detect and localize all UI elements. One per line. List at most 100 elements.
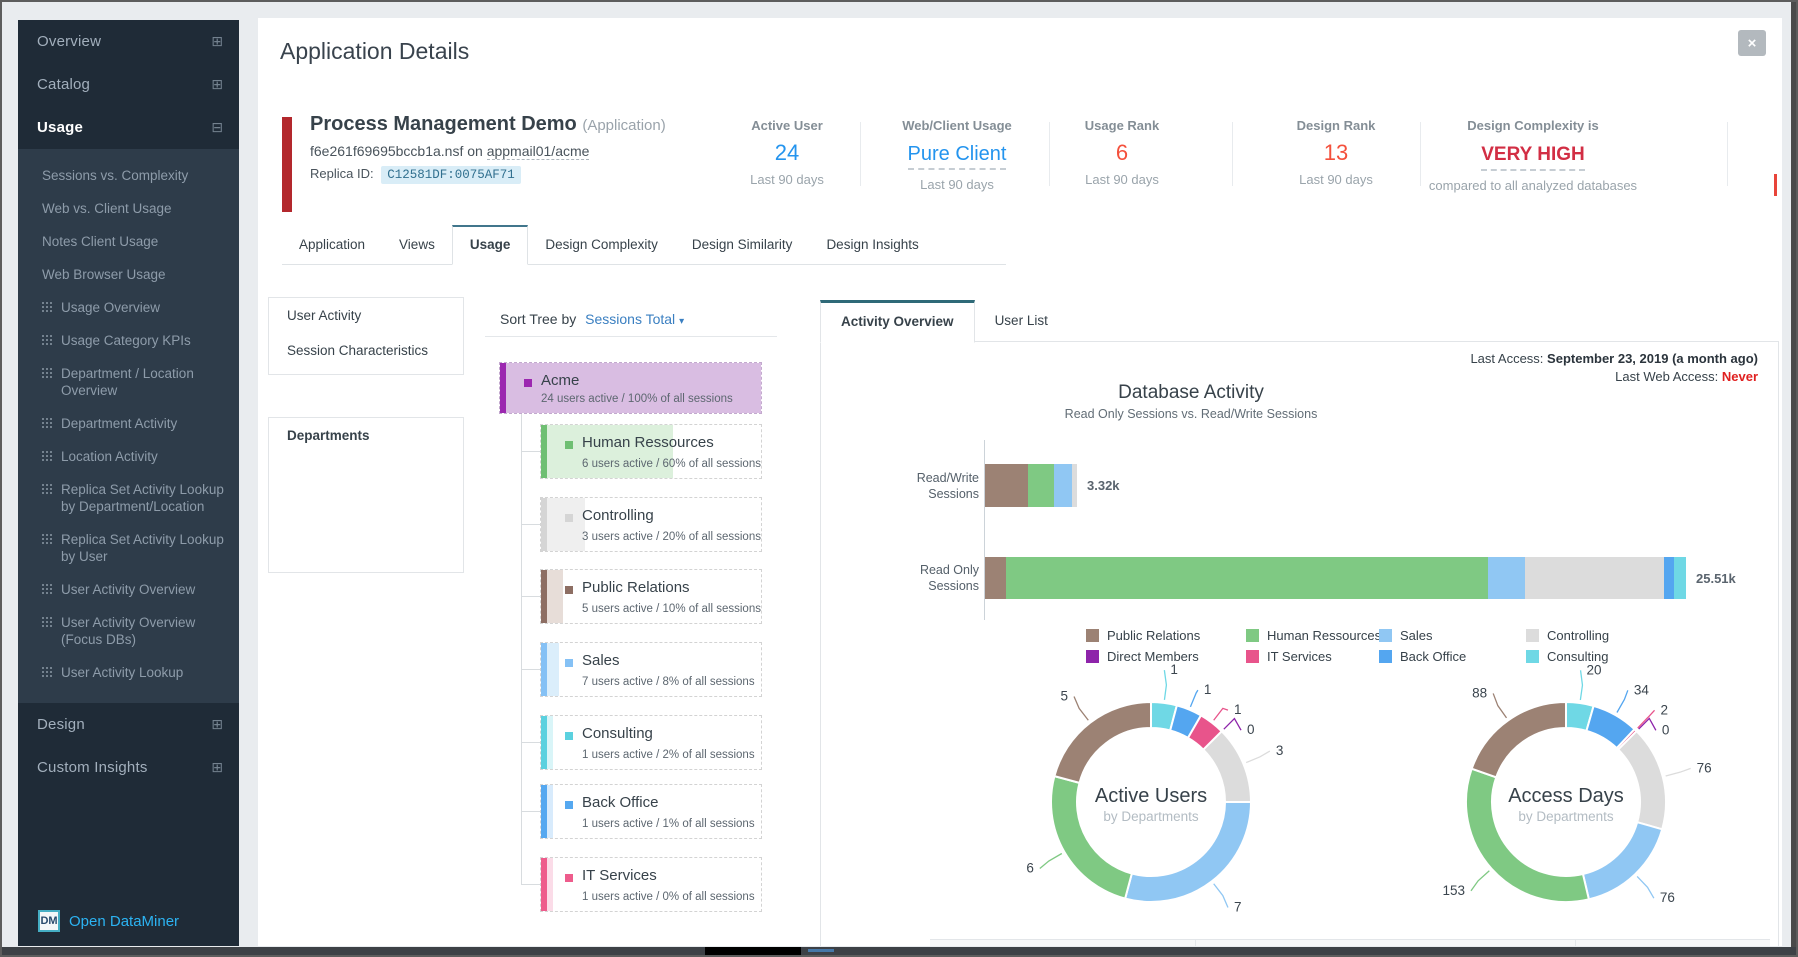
stat-active-user: Active User 24 Last 90 days xyxy=(677,118,897,187)
chart-axis xyxy=(984,440,985,620)
bar-segment-human-ressources[interactable] xyxy=(1028,464,1054,507)
panel-tab-user-list[interactable]: User List xyxy=(994,313,1048,328)
donut-center-title: Active Users xyxy=(1094,785,1208,807)
sidebar-item-user-activity-overview[interactable]: User Activity Overview xyxy=(18,573,239,606)
tree-node-stats: 24 users active / 100% of all sessions xyxy=(541,393,733,405)
tree-node-bar xyxy=(541,858,547,911)
donut-callout-line xyxy=(1163,670,1168,700)
sidebar-item-label: Notes Client Usage xyxy=(42,234,159,249)
legend-item-consulting[interactable]: Consulting xyxy=(1526,646,1609,667)
bullet-square-icon xyxy=(565,586,573,594)
tree-node-bar xyxy=(541,785,547,838)
sort-label: Sort Tree by xyxy=(500,311,577,327)
donut-slice-public-relations[interactable] xyxy=(1053,700,1152,785)
tree-node-bar xyxy=(541,498,547,551)
tab-design-insights[interactable]: Design Insights xyxy=(826,237,919,252)
tab-design-complexity[interactable]: Design Complexity xyxy=(545,237,658,252)
legend-swatch-icon xyxy=(1526,650,1539,663)
stat-value: 24 xyxy=(677,141,897,165)
legend-item-public-relations[interactable]: Public Relations xyxy=(1086,625,1200,646)
dataminer-logo-icon: DM xyxy=(38,910,60,932)
bar-segment-human-ressources[interactable] xyxy=(1006,557,1488,599)
table-header-sliver xyxy=(930,939,1770,946)
stat-value-text[interactable]: Pure Client xyxy=(907,142,1007,170)
tree-node-back-office[interactable]: Back Office 1 users active / 1% of all se… xyxy=(540,784,762,839)
sidebar-item-replica-set-activity-lookup-by-user[interactable]: Replica Set Activity Lookup by User xyxy=(18,523,239,573)
donut-callout-line xyxy=(1492,693,1508,719)
tab-application[interactable]: Application xyxy=(299,237,366,252)
app-server-link[interactable]: appmail01/acme xyxy=(486,143,590,160)
collapse-icon[interactable]: ⊟ xyxy=(211,119,223,135)
bar-segment-controlling[interactable] xyxy=(1072,464,1077,507)
bar-segment-sales[interactable] xyxy=(1054,464,1072,507)
legend-label: Human Ressources xyxy=(1267,628,1382,643)
sidebar-item-replica-set-activity-lookup-by-department-location[interactable]: Replica Set Activity Lookup by Departmen… xyxy=(18,473,239,523)
legend-item-back-office[interactable]: Back Office xyxy=(1379,646,1466,667)
sort-dropdown[interactable]: Sessions Total ▾ xyxy=(585,311,685,327)
sidebar-section-label: Catalog xyxy=(37,76,91,93)
sidebar-item-user-activity-overview-focus-dbs-[interactable]: User Activity Overview (Focus DBs) xyxy=(18,606,239,656)
sidebar-item-location-activity[interactable]: Location Activity xyxy=(18,440,239,473)
bar-segment-controlling[interactable] xyxy=(1525,557,1664,599)
legend-item-it-services[interactable]: IT Services xyxy=(1246,646,1381,667)
expand-icon[interactable]: ⊞ xyxy=(211,759,223,775)
bullet-square-icon xyxy=(565,874,573,882)
legend-swatch-icon xyxy=(1246,650,1259,663)
tab-design-similarity[interactable]: Design Similarity xyxy=(691,237,793,252)
panel-tab-activity-overview[interactable]: Activity Overview xyxy=(820,300,975,343)
bar-segment-public-relations[interactable] xyxy=(985,557,1006,599)
close-button[interactable]: × xyxy=(1738,30,1766,56)
donut-value-label: 34 xyxy=(1634,682,1650,697)
subnav-item-departments[interactable]: Departments xyxy=(287,428,370,443)
bar-segment-sales[interactable] xyxy=(1488,557,1525,599)
tree-node-consulting[interactable]: Consulting 1 users active / 2% of all ses… xyxy=(540,715,762,770)
sidebar-section-usage[interactable]: Usage ⊟ xyxy=(18,106,239,149)
sidebar-item-usage-category-kpis[interactable]: Usage Category KPIs xyxy=(18,324,239,357)
stat-value: Pure Client xyxy=(847,141,1067,170)
stat-value-text[interactable]: VERY HIGH xyxy=(1481,143,1585,171)
tree-node-sales[interactable]: Sales 7 users active / 8% of all sessions xyxy=(540,642,762,697)
sidebar-item-department-location-overview[interactable]: Department / Location Overview xyxy=(18,357,239,407)
sidebar-item-label: User Activity Overview xyxy=(61,582,196,597)
tree-node-human-ressources[interactable]: Human Ressources 6 users active / 60% of … xyxy=(540,424,762,479)
subnav-item-user-activity[interactable]: User Activity xyxy=(287,308,362,323)
tree-node-controlling[interactable]: Controlling 3 users active / 20% of all s… xyxy=(540,497,762,552)
tab-usage[interactable]: Usage xyxy=(451,225,529,265)
expand-icon[interactable]: ⊞ xyxy=(211,76,223,92)
legend-column: Public Relations Direct Members xyxy=(1086,625,1200,667)
tree-node-bar xyxy=(541,643,547,696)
tree-node-fill xyxy=(500,363,761,413)
bar-segment-consulting[interactable] xyxy=(1674,557,1686,599)
sidebar-section-overview[interactable]: Overview ⊞ xyxy=(18,20,239,63)
tab-views[interactable]: Views xyxy=(399,237,435,252)
donut-callout-line xyxy=(1616,690,1629,713)
subnav-item-session-characteristics[interactable]: Session Characteristics xyxy=(287,343,429,358)
sidebar-item-usage-overview[interactable]: Usage Overview xyxy=(18,291,239,324)
open-dataminer-logo[interactable]: DM Open DataMiner xyxy=(38,910,179,932)
sidebar-item-web-browser-usage[interactable]: Web Browser Usage xyxy=(18,258,239,291)
sidebar-section-design[interactable]: Design ⊞ xyxy=(18,703,239,746)
sidebar-section-custom-insights[interactable]: Custom Insights ⊞ xyxy=(18,746,239,789)
sidebar-item-user-activity-lookup[interactable]: User Activity Lookup xyxy=(18,656,239,689)
legend-item-direct-members[interactable]: Direct Members xyxy=(1086,646,1200,667)
sidebar-item-department-activity[interactable]: Department Activity xyxy=(18,407,239,440)
legend-item-controlling[interactable]: Controlling xyxy=(1526,625,1609,646)
donut-slice-public-relations[interactable] xyxy=(1470,700,1567,779)
legend-item-sales[interactable]: Sales xyxy=(1379,625,1466,646)
expand-icon[interactable]: ⊞ xyxy=(211,33,223,49)
bar-segment-back-office[interactable] xyxy=(1664,557,1674,599)
tree-node-it-services[interactable]: IT Services 1 users active / 0% of all se… xyxy=(540,857,762,912)
sidebar-item-web-vs-client-usage[interactable]: Web vs. Client Usage xyxy=(18,192,239,225)
donut-slice-sales[interactable] xyxy=(1581,820,1664,901)
tree-node-acme[interactable]: Acme 24 users active / 100% of all sessio… xyxy=(499,362,762,414)
tree-node-public-relations[interactable]: Public Relations 5 users active / 10% of … xyxy=(540,569,762,624)
sidebar-item-sessions-vs-complexity[interactable]: Sessions vs. Complexity xyxy=(18,159,239,192)
sidebar-item-notes-client-usage[interactable]: Notes Client Usage xyxy=(18,225,239,258)
bar-segment-public-relations[interactable] xyxy=(985,464,1028,507)
expand-icon[interactable]: ⊞ xyxy=(211,716,223,732)
sidebar-section-catalog[interactable]: Catalog ⊞ xyxy=(18,63,239,106)
stat-divider xyxy=(1420,122,1421,186)
legend-item-human-ressources[interactable]: Human Ressources xyxy=(1246,625,1381,646)
